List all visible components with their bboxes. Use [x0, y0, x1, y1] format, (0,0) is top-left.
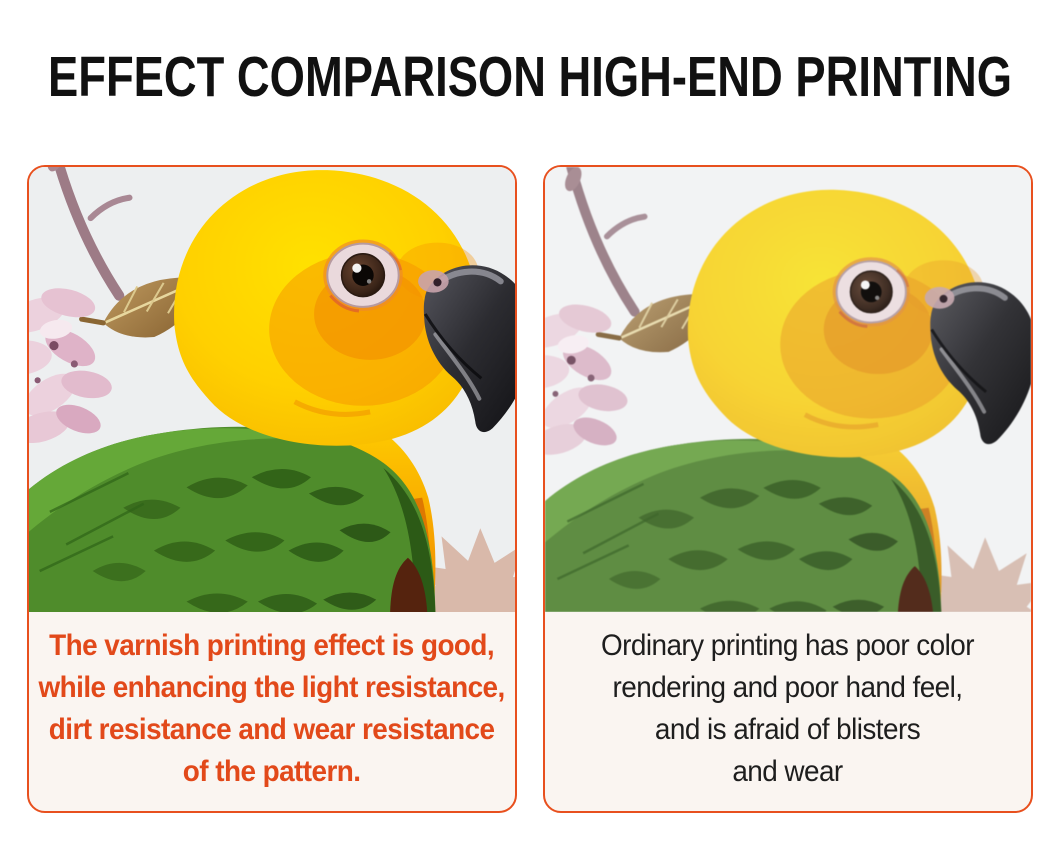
caption-line: The varnish printing effect is good,: [49, 629, 496, 662]
caption-line: Ordinary printing has poor color: [601, 629, 976, 662]
ordinary-print-photo: [545, 167, 1031, 612]
varnish-print-panel: The varnish printing effect is good, whi…: [27, 165, 517, 813]
page-title: EFFECT COMPARISON HIGH-END PRINTING: [0, 45, 1060, 110]
title-svg: EFFECT COMPARISON HIGH-END PRINTING: [48, 45, 1012, 109]
parrot-artwork-varnish: [29, 167, 515, 612]
ordinary-caption: Ordinary printing has poor color renderi…: [545, 612, 1031, 811]
comparison-panels: The varnish printing effect is good, whi…: [27, 165, 1033, 813]
caption-line: and is afraid of blisters: [655, 713, 921, 746]
caption-line: dirt resistance and wear resistance: [49, 713, 495, 746]
caption-line: of the pattern.: [183, 755, 361, 788]
caption-line: rendering and poor hand feel,: [613, 671, 963, 704]
varnish-print-photo: [29, 167, 515, 612]
varnish-caption: The varnish printing effect is good, whi…: [29, 612, 515, 811]
parrot-artwork-ordinary: [545, 167, 1031, 612]
ordinary-caption-lines: Ordinary printing has poor color renderi…: [601, 625, 976, 793]
title-text: EFFECT COMPARISON HIGH-END PRINTING: [48, 46, 1012, 109]
ordinary-print-panel: Ordinary printing has poor color renderi…: [543, 165, 1033, 813]
varnish-caption-lines: The varnish printing effect is good, whi…: [38, 625, 506, 793]
caption-line: and wear: [732, 755, 844, 788]
caption-line: while enhancing the light resistance,: [38, 671, 506, 704]
